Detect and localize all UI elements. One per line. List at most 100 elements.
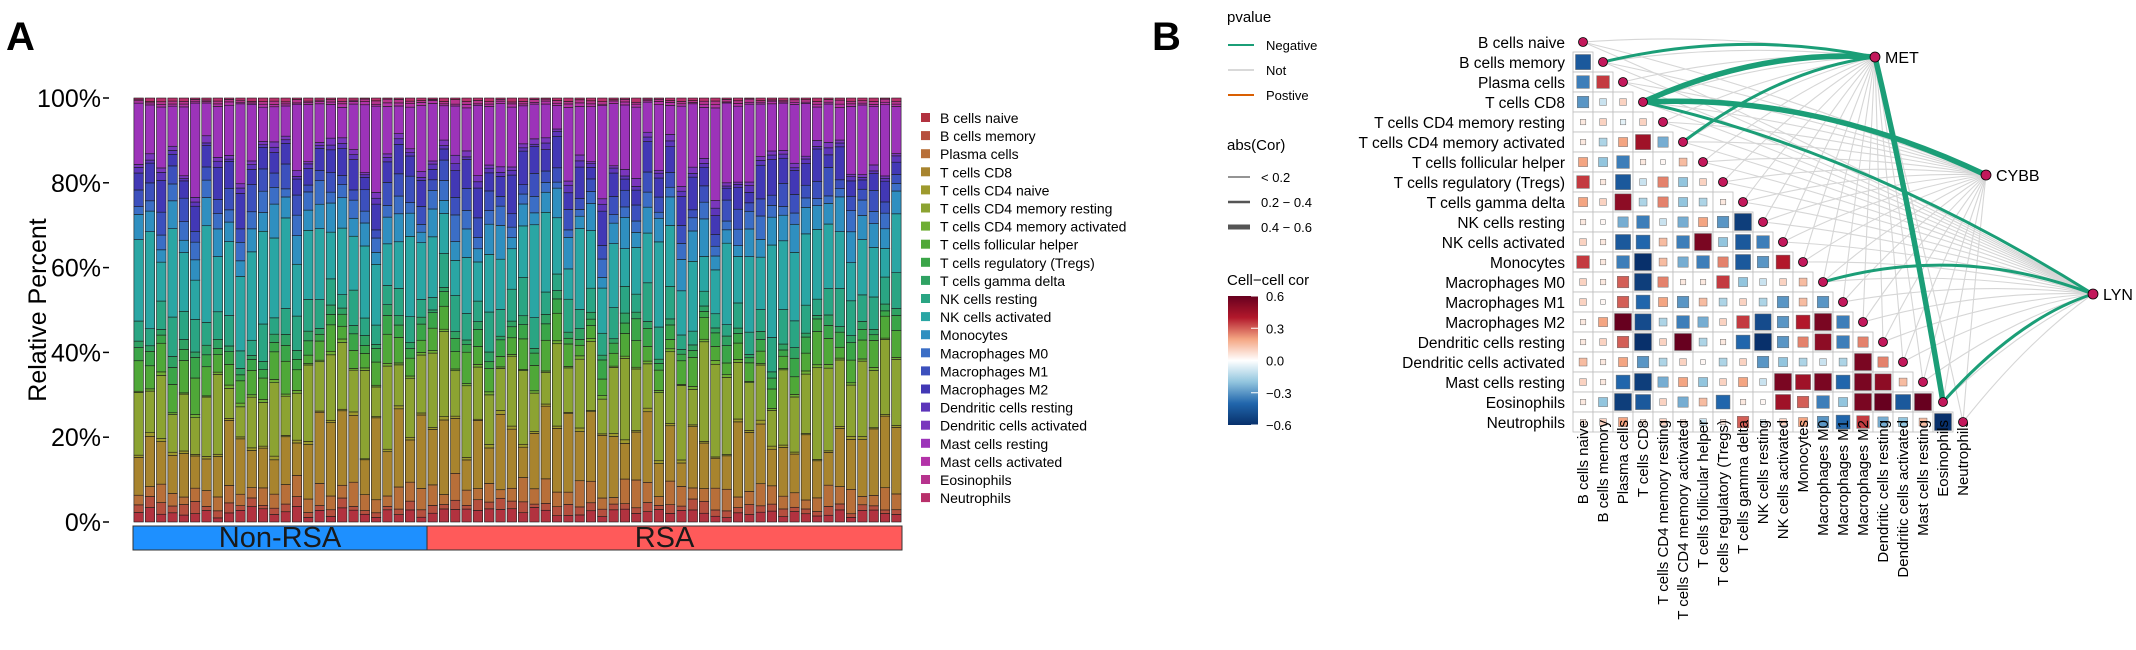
bar-segment-eosinophils	[789, 99, 800, 103]
bar-segment-macrophages-m0	[721, 220, 732, 231]
correlation-square	[1615, 174, 1631, 190]
bar-segment-t-cells-cd4-memory-activated	[619, 355, 630, 359]
bar-segment-macrophages-m1	[518, 184, 529, 195]
bar-segment-t-cells-cd4-memory-resting	[314, 361, 325, 412]
bar-segment-nk-cells-activated	[359, 245, 370, 319]
bar-segment-t-cells-cd8	[552, 428, 563, 493]
bar-segment-macrophages-m2	[257, 147, 269, 170]
bar-segment-t-cells-regulatory-tregs	[495, 339, 506, 357]
link-not-significant	[1802, 261, 2094, 295]
bar-segment-b-cells-naive	[812, 515, 823, 523]
bar-segment-nk-cells-resting	[868, 296, 879, 330]
bar-segment-mast-cells-resting	[710, 107, 721, 201]
legend-swatch-dendritic-cells-activated	[921, 420, 930, 430]
bar-segment-b-cells-memory	[224, 502, 235, 514]
bar-segment-nk-cells-resting	[156, 300, 167, 330]
bar-segment-t-cells-cd4-memory-resting	[778, 369, 789, 446]
correlation-square	[1618, 137, 1628, 147]
bar-segment-macrophages-m0	[144, 200, 156, 212]
bar-segment-nk-cells-resting	[755, 309, 766, 332]
bar-segment-t-cells-regulatory-tregs	[382, 315, 393, 335]
bar-segment-dendritic-cells-activated	[246, 160, 257, 165]
correlation-square	[1759, 278, 1767, 286]
bar-segment-b-cells-memory	[359, 510, 370, 515]
bar-segment-t-cells-cd4-naive	[834, 426, 845, 429]
correlation-square	[1754, 313, 1772, 331]
bar-segment-b-cells-memory	[257, 504, 269, 510]
bar-segment-plasma-cells	[631, 479, 642, 509]
bar-segment-t-cells-cd8	[382, 451, 393, 497]
legend-swatch-t-cells-follicular-helper	[921, 239, 930, 249]
bar-segment-t-cells-regulatory-tregs	[800, 336, 811, 354]
row-label-b-cells-memory: B cells memory	[1459, 55, 1565, 72]
bar-segment-macrophages-m2	[167, 153, 178, 167]
bar-segment-t-cells-cd8	[314, 411, 325, 484]
bar-segment-b-cells-memory	[676, 505, 687, 511]
bar-segment-macrophages-m2	[450, 170, 461, 198]
bar-segment-t-cells-cd4-memory-resting	[291, 392, 303, 441]
bar-segment-b-cells-memory	[495, 497, 506, 510]
bar-segment-t-cells-follicular-helper	[823, 338, 834, 365]
bar-segment-dendritic-cells-activated	[495, 166, 506, 173]
bar-segment-mast-cells-resting	[269, 106, 280, 143]
bar-segment-nk-cells-resting	[642, 282, 653, 322]
bar-segment-t-cells-cd8	[687, 426, 698, 489]
bar-segment-monocytes	[665, 196, 676, 226]
bar-segment-t-cells-cd8	[201, 458, 212, 491]
correlation-square	[1795, 314, 1811, 330]
bar-segment-b-cells-memory	[789, 506, 800, 512]
bar-segment-t-cells-follicular-helper	[891, 330, 902, 358]
bar-segment-t-cells-cd4-memory-resting	[665, 351, 676, 424]
correlation-square	[1618, 417, 1628, 427]
bar-segment-monocytes	[619, 217, 630, 249]
bar-segment-dendritic-cells-resting	[766, 154, 778, 160]
bar-segment-macrophages-m1	[212, 199, 223, 214]
bar-segment-b-cells-memory	[563, 504, 574, 516]
correlation-square	[1640, 419, 1647, 426]
bar-segment-mast-cells-activated	[789, 101, 800, 105]
correlation-square	[1798, 357, 1808, 367]
legend-swatch-t-cells-cd4-naive	[921, 185, 930, 195]
y-tick-label: 80%	[51, 170, 101, 198]
bar-segment-mast-cells-resting	[201, 102, 212, 137]
bar-segment-t-cells-follicular-helper	[405, 357, 416, 377]
correlation-square	[1619, 98, 1627, 106]
bar-segment-neutrophils	[224, 97, 235, 100]
bar-segment-t-cells-follicular-helper	[766, 388, 778, 409]
correlation-square	[1719, 318, 1727, 326]
bar-segment-macrophages-m1	[337, 175, 348, 185]
row-label-nk-cells-activated: NK cells activated	[1442, 235, 1565, 252]
bar-segment-b-cells-memory	[450, 499, 461, 510]
bar-segment-monocytes	[303, 209, 314, 231]
bar-segment-dendritic-cells-resting	[721, 185, 732, 189]
bar-segment-plasma-cells	[834, 486, 845, 505]
bar-segment-t-cells-gamma-delta	[778, 343, 789, 351]
bar-segment-mast-cells-activated	[653, 101, 664, 105]
bar-segment-dendritic-cells-resting	[156, 172, 167, 181]
bar-segment-t-cells-cd4-memory-resting	[732, 362, 744, 420]
bar-segment-macrophages-m1	[314, 170, 325, 181]
correlation-square	[1795, 374, 1811, 390]
bar-segment-mast-cells-activated	[732, 103, 744, 107]
bar-segment-b-cells-memory	[687, 498, 698, 511]
correlation-square	[1580, 219, 1587, 226]
bar-segment-nk-cells-activated	[382, 243, 393, 286]
column-label-eosinophils: Eosinophils	[1935, 420, 1952, 497]
bar-segment-eosinophils	[574, 99, 585, 104]
bar-segment-t-cells-cd8	[834, 428, 845, 487]
bar-segment-t-cells-regulatory-tregs	[687, 350, 698, 358]
correlation-square	[1739, 358, 1747, 366]
bar-segment-dendritic-cells-resting	[405, 152, 416, 157]
bar-segment-plasma-cells	[167, 493, 178, 507]
bar-segment-neutrophils	[732, 97, 744, 102]
bar-segment-mast-cells-resting	[461, 107, 472, 152]
bar-segment-t-cells-regulatory-tregs	[348, 333, 359, 351]
bar-segment-t-cells-regulatory-tregs	[461, 344, 472, 353]
bar-segment-neutrophils	[167, 97, 178, 102]
bar-segment-macrophages-m1	[416, 206, 427, 225]
bar-segment-monocytes	[857, 215, 868, 240]
bar-segment-t-cells-gamma-delta	[732, 327, 744, 334]
bar-segment-nk-cells-activated	[631, 247, 642, 295]
group-bar-rsa	[426, 525, 903, 551]
bar-segment-plasma-cells	[291, 475, 303, 497]
